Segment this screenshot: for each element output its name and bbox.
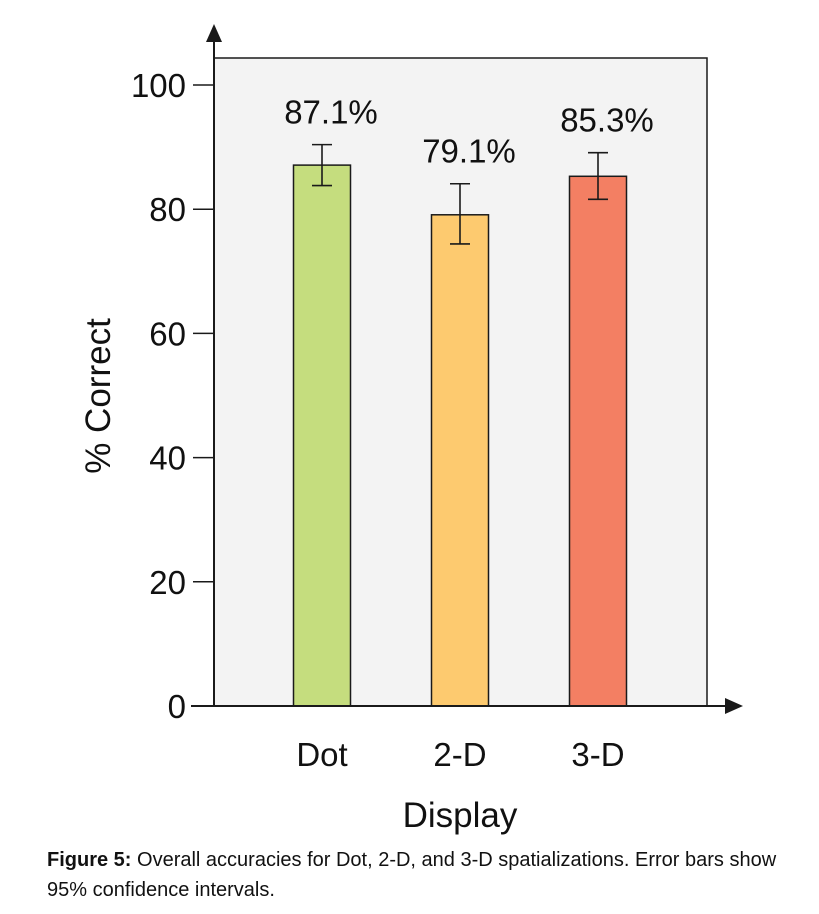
bar-dot	[292, 164, 352, 707]
x-tick-label: Dot	[296, 736, 347, 773]
y-tick-label: 40	[149, 440, 186, 477]
data-label: 85.3%	[560, 102, 654, 139]
bar-chart: 87.1% Dot 79.1% 2-D 85.3% 3-D 0 20 40 60 80 100 % …	[79, 24, 743, 835]
y-tick-label: 20	[149, 564, 186, 601]
y-tick-label: 0	[168, 688, 186, 725]
caption-text: Overall accuracies for Dot, 2-D, and 3-D…	[47, 849, 777, 901]
y-tick-label: 60	[149, 315, 186, 352]
caption-label: Figure 5:	[47, 849, 132, 871]
data-label: 79.1%	[422, 133, 516, 170]
bar-3-d	[568, 175, 628, 707]
axes-layer: 0 20 40 60 80 100	[131, 24, 743, 725]
y-axis-label: % Correct	[79, 318, 118, 474]
bars-layer: 87.1% Dot 79.1% 2-D 85.3% 3-D	[284, 94, 654, 773]
x-tick-label: 3-D	[571, 736, 624, 773]
x-axis-label: Display	[403, 796, 518, 835]
y-axis-arrow	[206, 24, 222, 42]
figure-caption: Figure 5: Overall accuracies for Dot, 2-…	[47, 845, 807, 905]
x-tick-label: 2-D	[433, 736, 486, 773]
y-tick-label: 100	[131, 67, 186, 104]
data-label: 87.1%	[284, 94, 378, 131]
x-axis-arrow	[725, 698, 743, 714]
y-tick-label: 80	[149, 191, 186, 228]
bar-2-d	[430, 214, 490, 707]
